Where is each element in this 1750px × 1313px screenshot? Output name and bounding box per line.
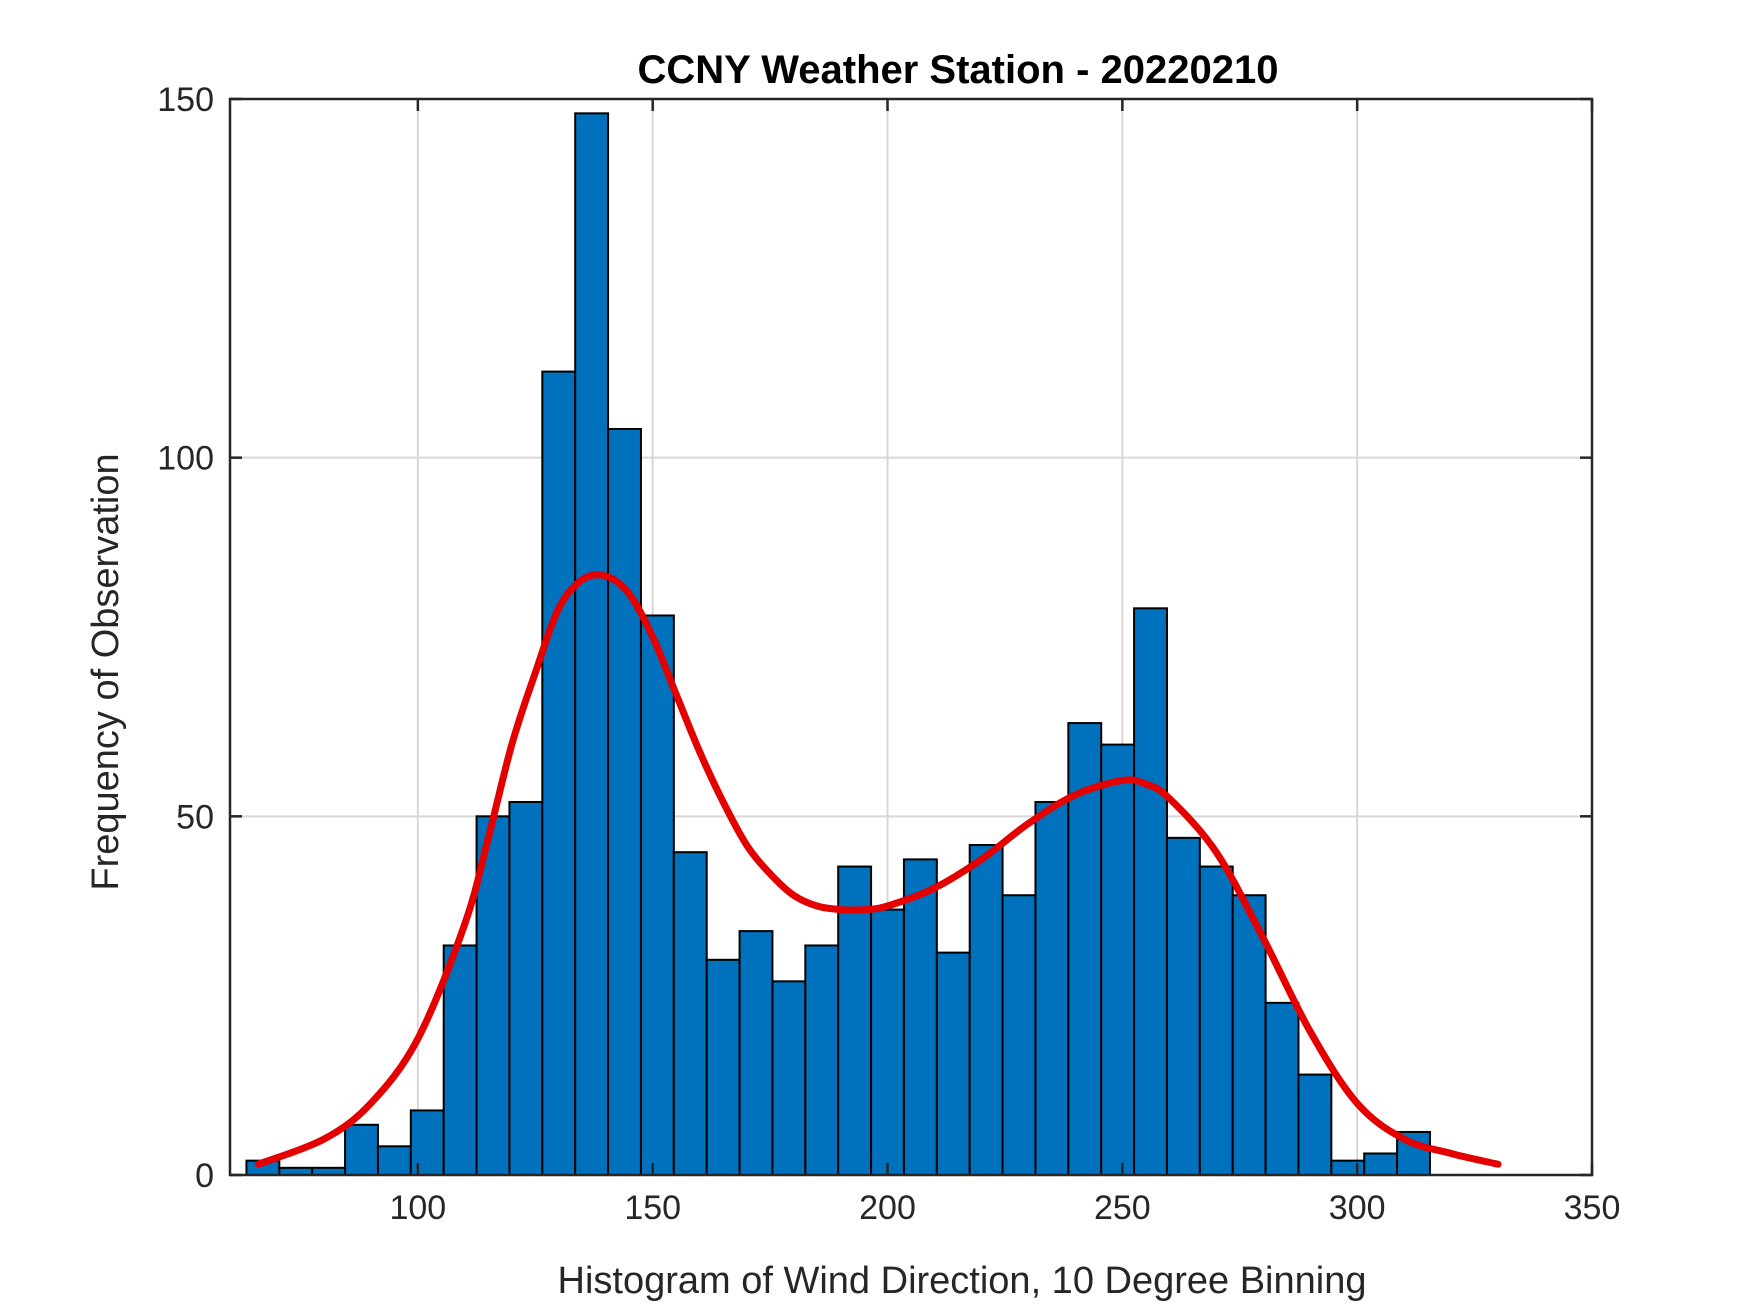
histogram-bar [902,858,938,1177]
y-tick-label: 0 [195,1157,214,1195]
x-tick-label: 100 [389,1189,446,1227]
histogram-bar [639,614,675,1176]
axes-box [228,97,1594,1177]
histogram-bar [672,851,708,1176]
histogram-bar [1363,1152,1399,1176]
histogram-bar [1297,1073,1333,1177]
y-tick-label: 50 [176,798,214,836]
grid-lines [230,99,1592,1175]
x-tick-label: 150 [624,1189,681,1227]
histogram-bar [705,958,741,1176]
histogram-bar [1198,865,1234,1177]
histogram-bar [738,930,774,1177]
histogram-bar [541,370,577,1176]
histogram-bar [1165,836,1201,1176]
histogram-bar [1264,1001,1300,1177]
histogram-bar [1034,800,1070,1177]
x-tick-label: 350 [1564,1189,1621,1227]
fit-curve [254,571,1502,1168]
histogram-bar [1100,743,1136,1176]
histogram-bar [1133,607,1168,1176]
chart-title: CCNY Weather Station - 20220210 [638,48,1279,92]
y-tick-label: 150 [157,81,214,119]
y-tick-label: 100 [157,440,214,478]
axis-ticks: 100 150 200 250 300 350 0 50 100 150 [157,81,1620,1227]
histogram-bar [344,1123,379,1176]
x-tick-label: 300 [1329,1189,1386,1227]
histogram-bar [607,427,642,1176]
histogram-bar [771,980,807,1176]
histogram-bar [968,844,1004,1176]
histogram-bar [442,944,478,1176]
histogram-bar [870,908,905,1176]
y-axis-label: Frequency of Observation [85,453,127,890]
histogram-bar [1001,894,1037,1176]
histogram-bar [376,1145,412,1176]
x-tick-label: 250 [1094,1189,1151,1227]
histogram-bar [804,944,840,1176]
histogram-bar [409,1109,445,1176]
histogram-bars [245,112,1431,1177]
histogram-bar [1330,1159,1366,1176]
histogram-bar [935,951,971,1176]
x-axis-label: Histogram of Wind Direction, 10 Degree B… [558,1260,1367,1302]
histogram-bar [574,112,610,1176]
x-tick-label: 200 [859,1189,916,1227]
histogram-bar [508,800,544,1177]
